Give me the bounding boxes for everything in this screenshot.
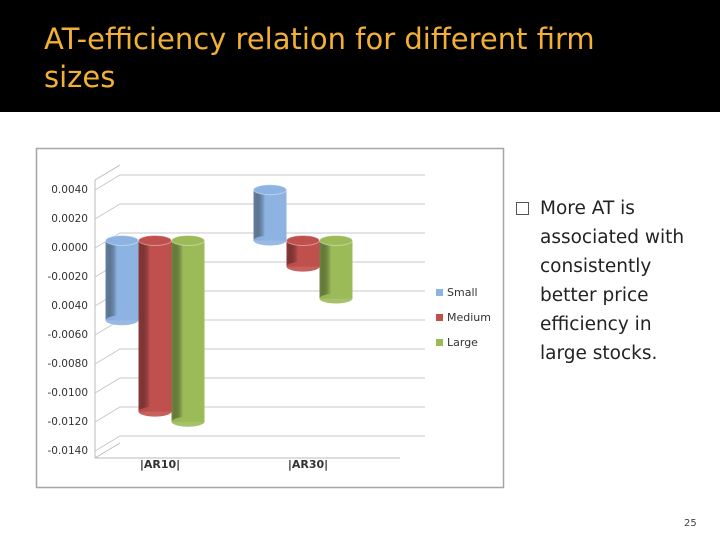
grid-line [94, 406, 425, 423]
legend-swatch [436, 289, 443, 296]
x-tick-label: |AR10| [140, 458, 180, 471]
x-tick-label: |AR30| [288, 458, 328, 471]
bar [319, 235, 353, 304]
page-number: 25 [684, 518, 697, 529]
legend-label: Medium [447, 311, 491, 324]
grid-line [94, 435, 425, 452]
bar [253, 184, 287, 246]
grid-line [94, 377, 425, 394]
y-tick-label: 0.0020 [51, 213, 88, 225]
legend-swatch [436, 314, 443, 321]
y-tick-label: -0.0140 [47, 445, 88, 457]
y-tick-label: -0.0060 [47, 329, 88, 341]
cylinder-top [253, 184, 287, 196]
bullet-text: More AT is associated with consistently … [540, 198, 685, 364]
y-tick-label: -0.0080 [47, 358, 88, 370]
cylinder-shade [171, 240, 205, 422]
bullet-icon [516, 202, 529, 215]
bar [171, 235, 205, 427]
cylinder-top [319, 235, 353, 246]
title-bar [0, 0, 720, 112]
cylinder-top [286, 235, 320, 246]
y-tick-label: 0.0040 [51, 300, 88, 312]
cylinder-bottom [253, 235, 287, 246]
bar [105, 235, 139, 326]
grid-line [94, 203, 425, 220]
slide-title: AT-efficiency relation for different fir… [44, 22, 595, 94]
cylinder-shade [253, 189, 287, 241]
y-tick-label: -0.0120 [47, 416, 88, 428]
cylinder-shade [319, 240, 353, 299]
cylinder-shade [138, 240, 172, 412]
cylinder-bottom [171, 416, 205, 427]
floor-edge [94, 442, 121, 459]
cylinder-top [105, 235, 139, 246]
y-tick-label: -0.0020 [47, 271, 88, 283]
grid-line [94, 174, 425, 191]
cylinder-bottom [286, 261, 320, 272]
cylinder-top [138, 235, 172, 246]
y-tick-label: -0.0100 [47, 387, 88, 399]
grid-line [94, 232, 425, 249]
bullet-item: More AT is associated with consistently … [516, 194, 706, 368]
legend-label: Small [447, 286, 478, 299]
bar [138, 235, 172, 417]
cylinder-top [171, 235, 205, 246]
wall-edge [94, 164, 121, 181]
cylinder-bottom [105, 315, 139, 326]
legend-swatch [436, 339, 443, 346]
legend-label: Large [447, 336, 478, 349]
grid-line [94, 348, 425, 365]
cylinder-bottom [138, 406, 172, 417]
cylinder-bottom [319, 293, 353, 304]
y-tick-label: 0.0000 [51, 242, 88, 254]
cylinder-shade [105, 240, 139, 321]
bar [286, 235, 320, 272]
y-tick-label: 0.0040 [51, 184, 88, 196]
